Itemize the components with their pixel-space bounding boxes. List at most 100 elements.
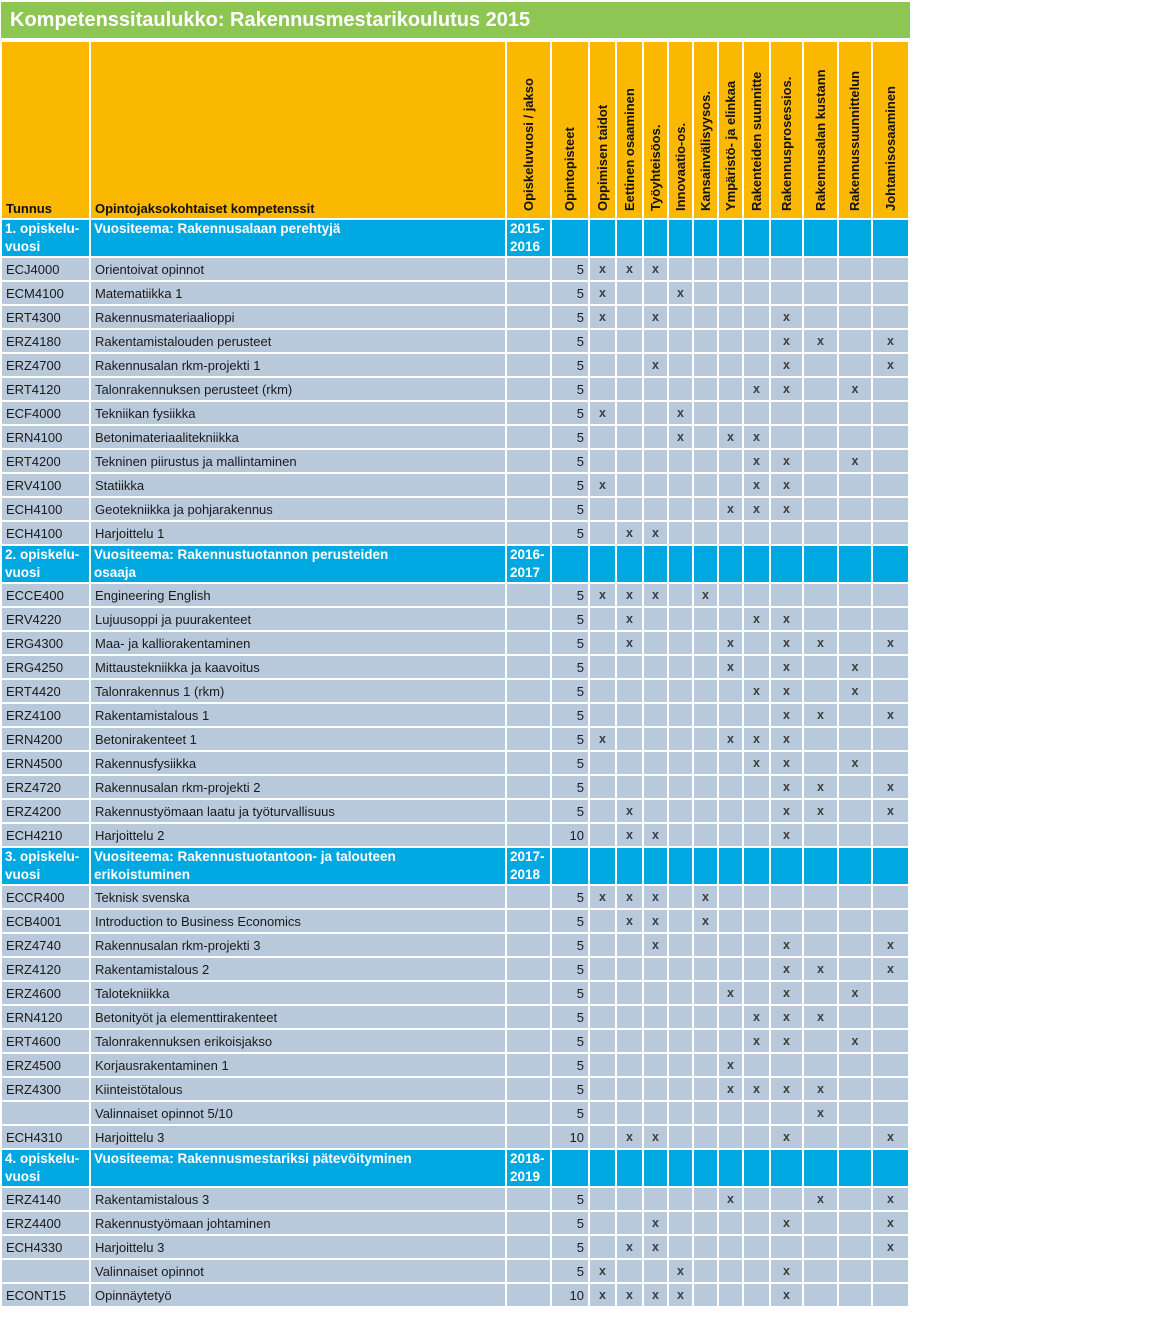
competency-mark-cell: [719, 1006, 742, 1028]
section-competency-cell: [771, 546, 802, 582]
competency-mark-cell: x: [804, 1078, 837, 1100]
competency-mark-cell: [694, 728, 717, 750]
competency-mark-cell: [694, 258, 717, 280]
competency-mark-cell: [744, 958, 769, 980]
competency-mark-cell: [839, 258, 871, 280]
credits-cell: 5: [552, 680, 588, 702]
course-year-cell: [507, 522, 550, 544]
rotated-header-label: Eettinen osaaminen: [622, 88, 637, 211]
competency-mark-cell: [771, 1236, 802, 1258]
credits-cell: 5: [552, 934, 588, 956]
competency-mark-cell: [873, 1006, 908, 1028]
section-years: 2015- 2016: [507, 220, 550, 256]
section-competency-cell: [873, 546, 908, 582]
course-year-cell: [507, 1126, 550, 1148]
credits-cell: 5: [552, 378, 588, 400]
competency-mark-cell: x: [873, 776, 908, 798]
course-row: ERZ4180 Rakentamistalouden perusteet 5 x x x: [2, 330, 908, 352]
competency-mark-cell: x: [719, 1078, 742, 1100]
course-code-cell: ECF4000: [2, 402, 89, 424]
course-row: ECH4310 Harjoittelu 3 10 x x x x: [2, 1126, 908, 1148]
competency-mark-cell: x: [771, 1078, 802, 1100]
section-years: 2018- 2019: [507, 1150, 550, 1186]
competency-mark-cell: [873, 910, 908, 932]
competency-mark-cell: x: [590, 474, 615, 496]
competency-mark-cell: [617, 1188, 642, 1210]
course-code-cell: ERZ4140: [2, 1188, 89, 1210]
competency-mark-cell: [804, 402, 837, 424]
competency-mark-cell: [719, 1212, 742, 1234]
competency-mark-cell: [744, 354, 769, 376]
credits-cell: 5: [552, 402, 588, 424]
rotated-header-label: Rakenteiden suunnitte: [749, 71, 764, 211]
competency-mark-cell: [804, 1236, 837, 1258]
competency-mark-cell: x: [873, 1236, 908, 1258]
competency-mark-cell: x: [590, 886, 615, 908]
competency-mark-cell: [744, 776, 769, 798]
course-row: ECF4000 Tekniikan fysiikka 5 x x: [2, 402, 908, 424]
competency-mark-cell: [771, 584, 802, 606]
credits-cell: 5: [552, 752, 588, 774]
competency-mark-cell: [771, 402, 802, 424]
section-competency-cell: [644, 220, 667, 256]
credits-cell: 5: [552, 886, 588, 908]
course-year-cell: [507, 608, 550, 630]
section-competency-cell: [694, 546, 717, 582]
competency-mark-cell: [804, 1030, 837, 1052]
competency-mark-cell: x: [617, 632, 642, 654]
credits-cell: 5: [552, 728, 588, 750]
competency-mark-cell: x: [771, 728, 802, 750]
competency-mark-cell: [804, 752, 837, 774]
competency-mark-cell: [839, 1054, 871, 1076]
course-code-cell: [2, 1260, 89, 1282]
competency-mark-cell: x: [804, 958, 837, 980]
credits-cell: 10: [552, 1284, 588, 1306]
competency-mark-cell: [644, 1006, 667, 1028]
competency-mark-cell: [694, 656, 717, 678]
course-year-cell: [507, 680, 550, 702]
competency-mark-cell: [744, 1188, 769, 1210]
competency-mark-cell: [694, 632, 717, 654]
competency-mark-cell: [771, 1102, 802, 1124]
competency-mark-cell: [669, 258, 692, 280]
competency-mark-cell: x: [617, 910, 642, 932]
competency-mark-cell: x: [719, 498, 742, 520]
competency-mark-cell: [873, 656, 908, 678]
course-row: ECCR400 Teknisk svenska 5 x x x x: [2, 886, 908, 908]
course-code-cell: ERZ4500: [2, 1054, 89, 1076]
competency-mark-cell: x: [804, 632, 837, 654]
competency-mark-cell: [669, 1006, 692, 1028]
competency-mark-cell: x: [719, 728, 742, 750]
competency-mark-cell: x: [644, 1212, 667, 1234]
competency-mark-cell: [719, 282, 742, 304]
course-name-cell: Tekniikan fysiikka: [91, 402, 505, 424]
course-year-cell: [507, 1006, 550, 1028]
course-row: ERZ4140 Rakentamistalous 3 5 x x x: [2, 1188, 908, 1210]
competency-mark-cell: [669, 824, 692, 846]
competency-mark-cell: [804, 1260, 837, 1282]
course-row: ERV4100 Statiikka 5 x x x: [2, 474, 908, 496]
competency-mark-cell: x: [590, 1260, 615, 1282]
competency-mark-cell: [839, 282, 871, 304]
competency-mark-cell: [590, 800, 615, 822]
competency-mark-cell: [719, 824, 742, 846]
section-competency-cell: [771, 220, 802, 256]
competency-mark-cell: [669, 800, 692, 822]
course-row: ECONT15 Opinnäytetyö 10 x x x x x: [2, 1284, 908, 1306]
competency-mark-cell: [744, 584, 769, 606]
competency-mark-cell: [744, 982, 769, 1004]
competency-mark-cell: [839, 632, 871, 654]
competency-mark-cell: [839, 1102, 871, 1124]
section-competency-cell: [590, 220, 615, 256]
section-header-row: 1. opiskelu-vuosi Vuositeema: Rakennusala…: [2, 220, 908, 256]
credits-cell: 5: [552, 1102, 588, 1124]
course-code-cell: ERV4100: [2, 474, 89, 496]
competency-mark-cell: x: [617, 824, 642, 846]
competency-mark-cell: x: [744, 1030, 769, 1052]
competency-mark-cell: [719, 608, 742, 630]
competency-mark-cell: [744, 522, 769, 544]
section-theme: Vuositeema: Rakennusalaan perehtyjä: [91, 220, 505, 256]
competency-mark-cell: [804, 1212, 837, 1234]
credits-cell: 5: [552, 426, 588, 448]
